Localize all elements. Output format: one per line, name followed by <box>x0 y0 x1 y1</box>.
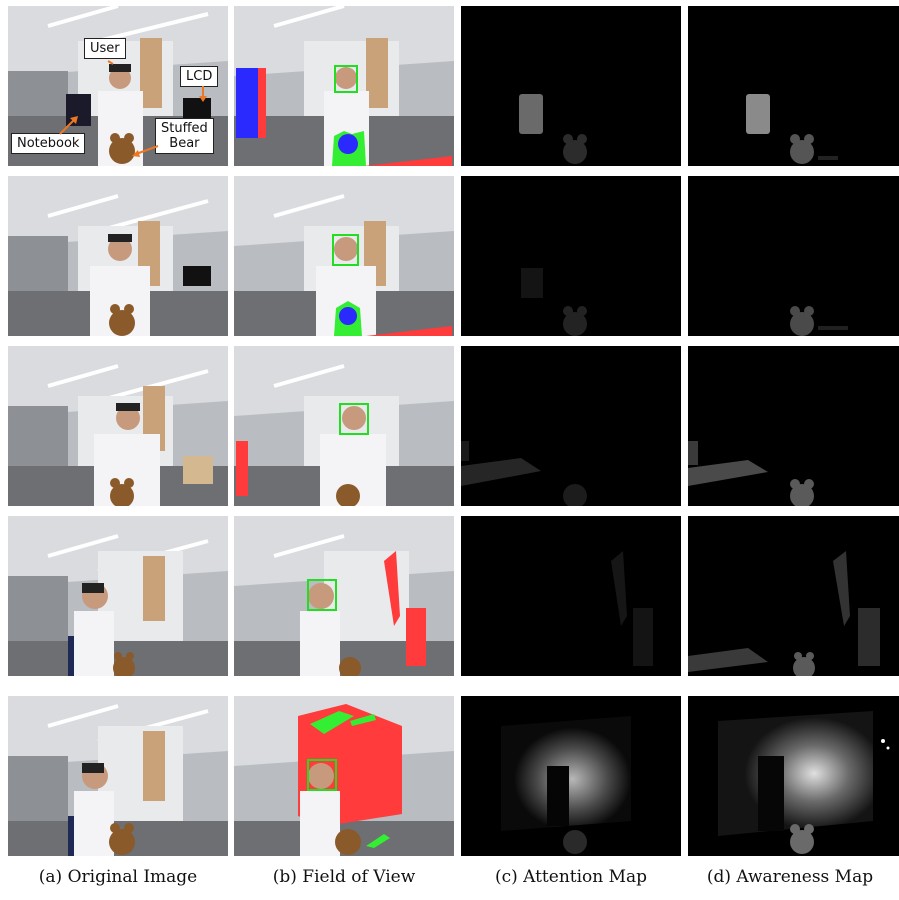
field-of-view-row-4 <box>234 516 454 676</box>
awareness-map-row-5 <box>688 696 899 856</box>
caption-field-of-view: (b) Field of View <box>272 867 416 887</box>
original-image-row-5 <box>8 696 228 856</box>
awareness-map-row-1 <box>688 6 899 166</box>
annotation-stuffed-bear-line2: Bear <box>169 136 200 151</box>
field-of-view-row-1 <box>234 6 454 166</box>
attention-map-row-3 <box>461 346 681 506</box>
annotation-arrows <box>59 60 207 157</box>
annotation-notebook: Notebook <box>11 133 86 154</box>
annotation-stuffed-bear-line1: Stuffed <box>161 121 208 136</box>
original-image-row-3 <box>8 346 228 506</box>
annotation-user: User <box>84 38 126 59</box>
attention-map-row-5 <box>461 696 681 856</box>
awareness-map-row-4 <box>688 516 899 676</box>
attention-map-row-2 <box>461 176 681 336</box>
original-image-row-4 <box>8 516 228 676</box>
field-of-view-row-5 <box>234 696 454 856</box>
field-of-view-row-2 <box>234 176 454 336</box>
annotation-lcd: LCD <box>180 66 219 87</box>
awareness-map-row-2 <box>688 176 899 336</box>
caption-attention-map: (c) Attention Map <box>494 867 648 887</box>
caption-original-image: (a) Original Image <box>38 867 198 887</box>
annotation-stuffed-bear: Stuffed Bear <box>155 118 214 154</box>
attention-map-row-1 <box>461 6 681 166</box>
awareness-map-row-3 <box>688 346 899 506</box>
original-image-row-1 <box>8 6 228 166</box>
caption-awareness-map: (d) Awareness Map <box>706 867 874 887</box>
field-of-view-row-3 <box>234 346 454 506</box>
original-image-row-2 <box>8 176 228 336</box>
attention-map-row-4 <box>461 516 681 676</box>
